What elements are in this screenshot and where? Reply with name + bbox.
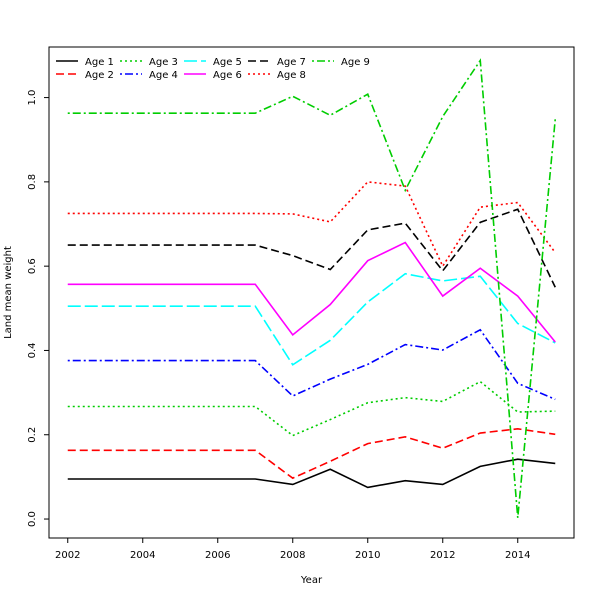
legend-item-age-6: Age 6 — [184, 70, 242, 81]
y-tick-label: 0.8 — [27, 174, 38, 190]
legend-item-age-8: Age 8 — [248, 70, 306, 81]
x-axis-label: Year — [300, 575, 323, 586]
legend-label: Age 8 — [277, 70, 306, 81]
y-tick-label: 0.0 — [27, 511, 38, 527]
legend-label: Age 4 — [149, 70, 178, 81]
series-line-age-4 — [67, 328, 556, 401]
legend-label: Age 1 — [85, 57, 114, 68]
x-tick-label: 2014 — [505, 550, 530, 561]
legend-item-age-5: Age 5 — [184, 57, 242, 68]
y-tick-label: 0.6 — [27, 258, 38, 274]
plot-frame — [48, 46, 575, 539]
x-tick-label: 2008 — [280, 550, 305, 561]
series-line-age-8 — [67, 181, 556, 268]
series-line-age-2 — [67, 428, 556, 480]
series-layer — [67, 58, 557, 518]
legend: Age 1 Age 2 Age 3 Age 4 Age 5 Age 6 Age 7 Age 8… — [56, 57, 370, 81]
legend-item-age-3: Age 3 — [120, 57, 178, 68]
y-axis: 0.0 0.2 0.4 0.6 0.8 1.0 — [27, 90, 49, 527]
legend-label: Age 5 — [213, 57, 242, 68]
legend-item-age-2: Age 2 — [56, 70, 114, 81]
series-line-age-3 — [67, 380, 556, 437]
y-tick-label: 0.4 — [27, 342, 38, 358]
series-line-age-9 — [67, 58, 557, 518]
legend-label: Age 6 — [213, 70, 242, 81]
x-tick-label: 2002 — [55, 550, 80, 561]
legend-item-age-1: Age 1 — [56, 57, 114, 68]
series-line-age-1 — [67, 458, 556, 489]
legend-label: Age 7 — [277, 57, 306, 68]
series-line-age-5 — [67, 272, 556, 366]
legend-item-age-9: Age 9 — [312, 57, 370, 68]
legend-item-age-4: Age 4 — [120, 70, 178, 81]
legend-label: Age 9 — [341, 57, 370, 68]
x-axis: 2002 2004 2006 2008 2010 2012 2014 — [55, 538, 530, 561]
legend-label: Age 2 — [85, 70, 114, 81]
legend-item-age-7: Age 7 — [248, 57, 306, 68]
series-line-age-7 — [67, 208, 556, 288]
y-axis-label: Land mean weight — [3, 246, 14, 339]
legend-label: Age 3 — [149, 57, 178, 68]
x-tick-label: 2006 — [205, 550, 230, 561]
y-tick-label: 1.0 — [27, 90, 38, 106]
x-tick-label: 2010 — [355, 550, 380, 561]
y-tick-label: 0.2 — [27, 427, 38, 443]
x-tick-label: 2004 — [130, 550, 155, 561]
x-tick-label: 2012 — [430, 550, 455, 561]
series-line-age-6 — [67, 241, 556, 343]
